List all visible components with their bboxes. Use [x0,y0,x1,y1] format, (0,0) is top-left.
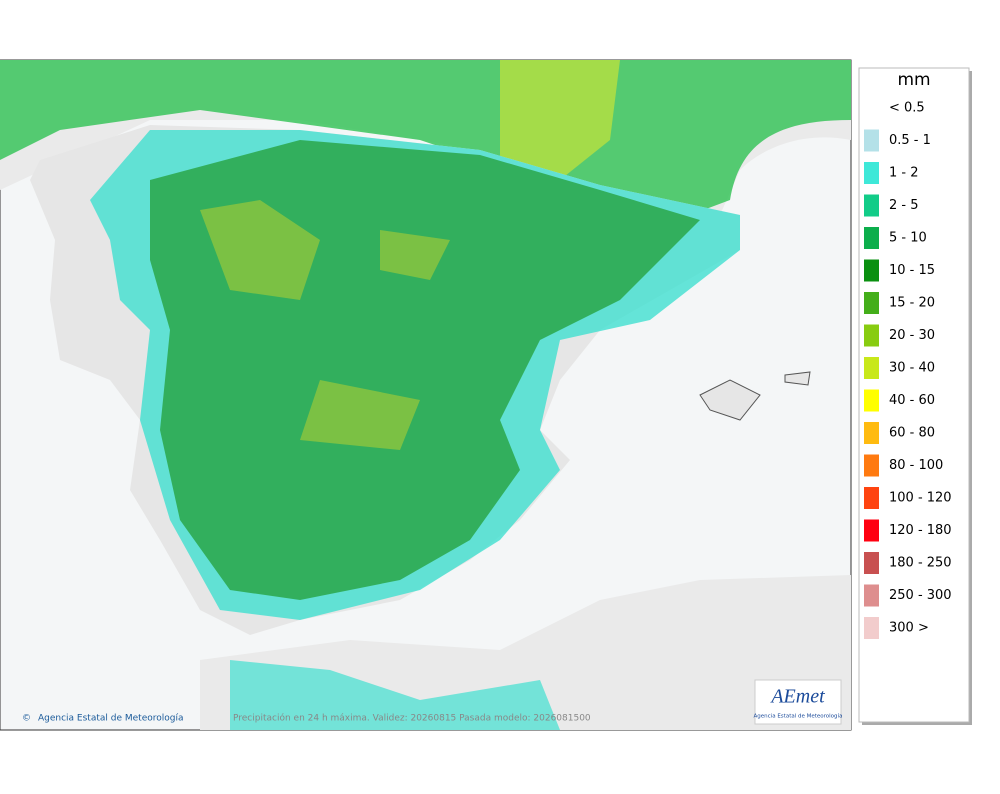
legend-label: 20 - 30 [889,328,935,343]
legend-swatch [864,324,879,347]
high-precip [500,60,620,180]
legend-label: 100 - 120 [889,491,952,506]
logo-box [754,679,842,725]
legend-title: mm [897,70,930,90]
legend-label: 120 - 180 [889,523,952,538]
legend-label: 300 > [889,621,929,636]
legend-swatch [864,552,879,574]
legend-swatch [864,389,879,412]
legend-swatch [864,422,879,444]
logo-name: AEmet [769,686,825,708]
logo-subtitle: Agencia Estatal de Meteorología [754,713,843,720]
legend-label: < 0.5 [889,101,925,116]
legend-label: 60 - 80 [889,426,935,441]
legend-label: 0.5 - 1 [889,133,931,148]
map: © Agencia Estatal de Meteorología Precip… [0,59,852,731]
africa-precip [230,660,560,730]
legend-label: 5 - 10 [889,231,927,246]
credit: Agencia Estatal de Meteorología [38,714,184,724]
legend-swatch [864,487,879,509]
copyright-symbol: © [22,714,31,724]
legend: mm < 0.5 0.5 - 1 1 - 2 2 - 5 5 - 10 10 - 15 15… [858,67,972,725]
legend-swatch [864,162,879,184]
legend-swatch [864,129,879,152]
legend-swatch [864,292,879,314]
legend-swatch [864,227,879,249]
legend-label: 40 - 60 [889,393,935,408]
legend-swatch [864,357,879,379]
caption: Precipitación en 24 h máxima. Validez: 2… [233,713,591,724]
legend-label: 80 - 100 [889,458,943,473]
legend-label: 1 - 2 [889,166,919,181]
france-precip [0,60,851,215]
legend-swatch [864,454,879,477]
legend-label: 250 - 300 [889,588,952,603]
legend-swatch [864,617,879,639]
legend-swatch [864,584,879,607]
legend-items: < 0.5 0.5 - 1 1 - 2 2 - 5 5 - 10 10 - 15 15 - … [864,101,952,639]
legend-label: 30 - 40 [889,361,935,376]
islands [699,371,811,421]
legend-swatch [864,259,879,282]
legend-swatch [864,519,879,542]
legend-label: 2 - 5 [889,198,919,213]
legend-label: 180 - 250 [889,556,952,571]
legend-label: 15 - 20 [889,296,935,311]
precip-heavy [200,200,450,450]
legend-label: 10 - 15 [889,263,935,278]
legend-swatch [864,194,879,217]
